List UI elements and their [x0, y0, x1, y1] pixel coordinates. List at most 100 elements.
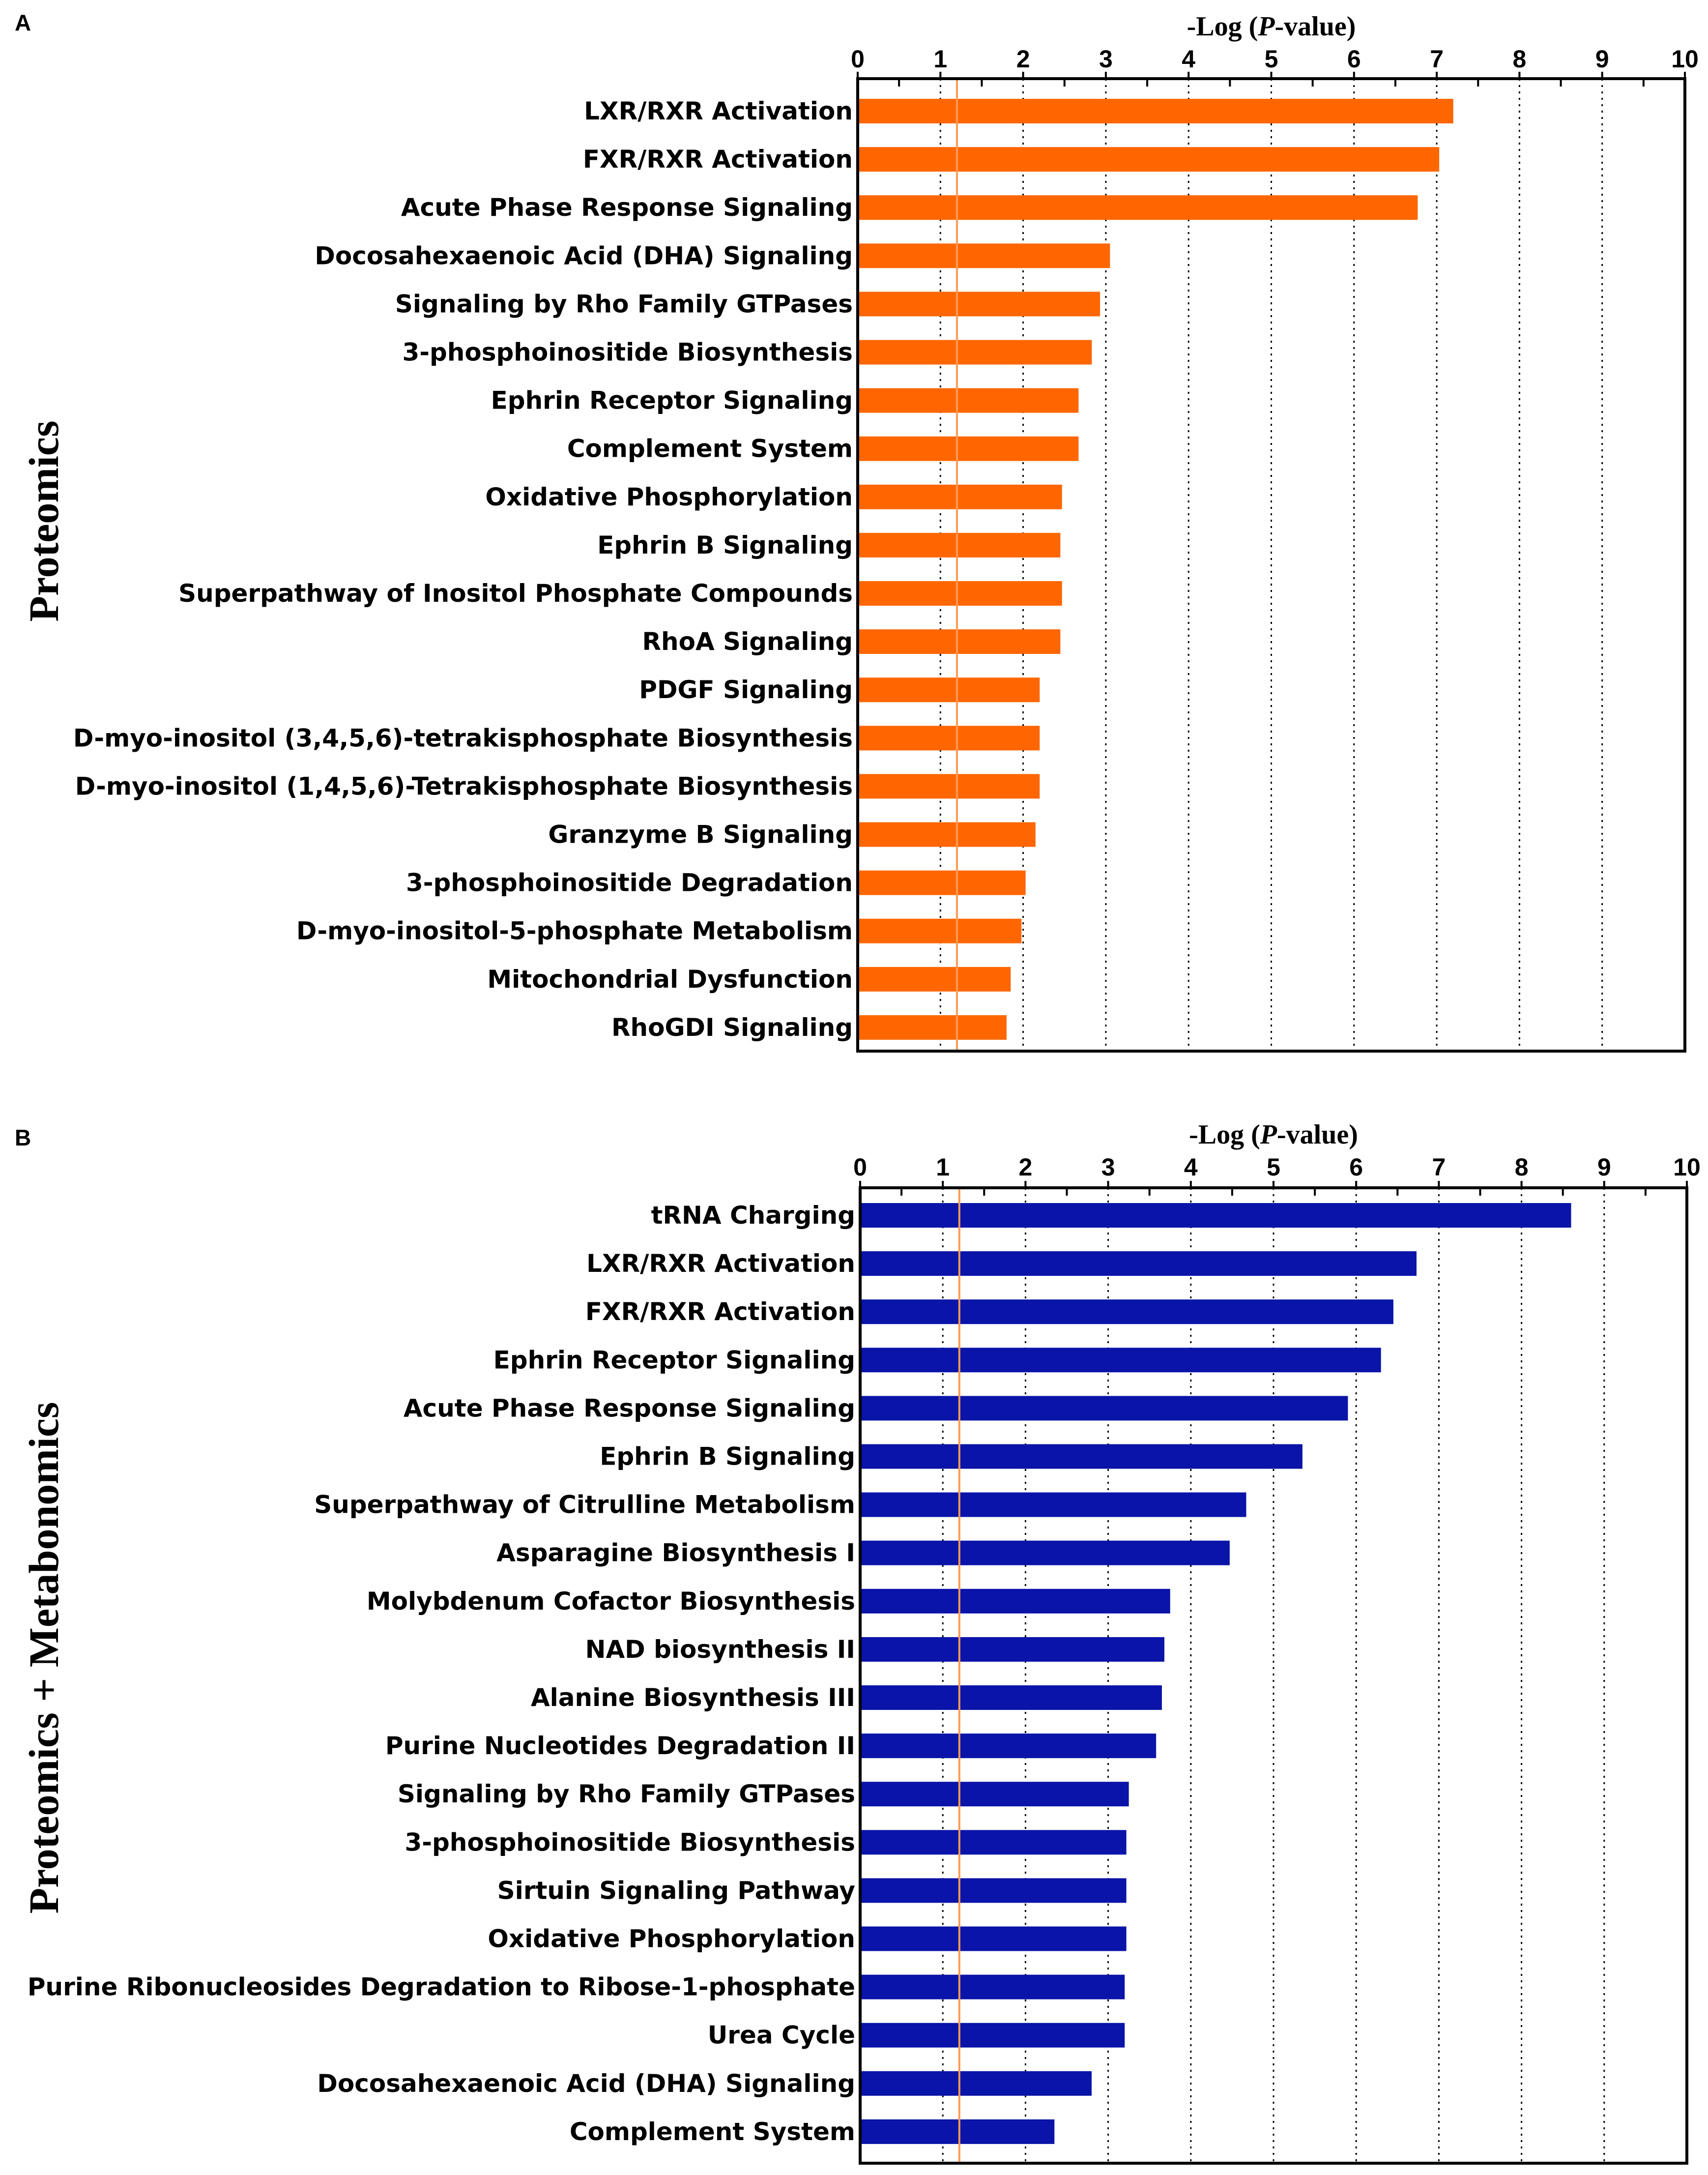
tick-label: 1 [933, 45, 947, 73]
category-label: Molybdenum Cofactor Biosynthesis [367, 1587, 855, 1616]
tick-label: 9 [1595, 45, 1609, 73]
category-label: Ephrin B Signaling [597, 531, 853, 559]
tick-label: 7 [1430, 45, 1444, 73]
panel-b: B Proteomics + Metabonomics -Log (P-value)… [15, 1119, 1701, 2165]
category-label: Asparagine Biosynthesis I [496, 1539, 855, 1567]
category-label: D-myo-inositol (3,4,5,6)-tetrakisphospha… [73, 724, 853, 752]
bar [860, 2023, 1125, 2048]
panel-letter: B [15, 1125, 31, 1150]
bar [860, 1396, 1348, 1421]
bar [860, 1588, 1170, 1614]
category-label: Granzyme B Signaling [548, 821, 853, 849]
category-label: Complement System [567, 435, 853, 463]
bar [860, 1830, 1127, 1855]
category-label: 3-phosphoinositide Degradation [406, 869, 853, 897]
tick-label: 8 [1515, 1153, 1529, 1181]
category-label: tRNA Charging [651, 1201, 855, 1230]
tick-label: 3 [1101, 1153, 1115, 1181]
category-label: LXR/RXR Activation [584, 97, 853, 125]
plot-frame [856, 77, 1686, 1053]
category-label: D-myo-inositol-5-phosphate Metabolism [296, 917, 853, 945]
category-label: LXR/RXR Activation [586, 1249, 855, 1278]
tick-label: 2 [1018, 1153, 1032, 1181]
category-label: FXR/RXR Activation [585, 1297, 855, 1326]
bar [858, 774, 1040, 799]
bar [858, 147, 1440, 172]
tick-label: 6 [1349, 1153, 1363, 1181]
bar [858, 243, 1110, 268]
bar [860, 1203, 1571, 1228]
bar [858, 967, 1011, 992]
tick-label: 7 [1432, 1153, 1446, 1181]
category-label: PDGF Signaling [639, 676, 853, 704]
bar [860, 1637, 1164, 1662]
bar [860, 1878, 1127, 1903]
panel-a: A Proteomics -Log (P-value) 0 1 2 3 4 5 6 7 8 9 10 LXR… [15, 10, 1699, 1053]
axis-title: -Log (P-value) [1187, 11, 1356, 42]
tick-label: 5 [1267, 1153, 1280, 1181]
category-label: Oxidative Phosphorylation [488, 1925, 855, 1953]
category-label: Ephrin Receptor Signaling [493, 1346, 855, 1374]
bar [860, 1444, 1303, 1469]
bar [858, 436, 1079, 461]
tick-label: 3 [1099, 45, 1113, 73]
category-label: Docosahexaenoic Acid (DHA) Signaling [315, 241, 853, 270]
category-label: D-myo-inositol (1,4,5,6)-Tetrakisphospha… [75, 772, 853, 800]
tick-label: 2 [1016, 45, 1030, 73]
category-label: 3-phosphoinositide Biosynthesis [405, 1828, 855, 1856]
category-label: Docosahexaenoic Acid (DHA) Signaling [317, 2069, 855, 2098]
category-label: Oxidative Phosphorylation [485, 483, 853, 511]
bar [860, 1348, 1381, 1373]
category-label: Complement System [570, 2117, 855, 2146]
tick-label: 8 [1512, 45, 1526, 73]
tick-label: 4 [1182, 45, 1195, 73]
tick-label: 9 [1597, 1153, 1611, 1181]
tick-label: 5 [1265, 45, 1278, 73]
bar [860, 1734, 1157, 1759]
bar [858, 1015, 1007, 1040]
category-label: RhoA Signaling [642, 627, 853, 656]
bar [858, 292, 1100, 317]
category-label: Mitochondrial Dysfunction [487, 965, 853, 994]
plot-frame [859, 1186, 1688, 2165]
panel-letter: A [15, 10, 31, 35]
category-label: FXR/RXR Activation [583, 145, 853, 174]
category-label: Ephrin B Signaling [600, 1442, 855, 1471]
bar [860, 1926, 1127, 1951]
side-label: Proteomics + Metabonomics [20, 1402, 67, 1914]
tick-label: 10 [1671, 45, 1699, 73]
category-label: Signaling by Rho Family GTPases [395, 290, 853, 318]
axis-title: -Log (P-value) [1189, 1119, 1358, 1150]
bar [860, 2071, 1092, 2096]
side-label: Proteomics [20, 420, 67, 621]
bar [858, 340, 1092, 365]
bar [858, 677, 1040, 703]
tick-label: 10 [1673, 1153, 1701, 1181]
category-label: 3-phosphoinositide Biosynthesis [402, 338, 853, 367]
bar [858, 99, 1453, 123]
bar [858, 726, 1040, 751]
category-label: Alanine Biosynthesis III [531, 1683, 855, 1712]
bar [858, 629, 1061, 654]
tick-label: 0 [851, 45, 865, 73]
bar [858, 581, 1062, 606]
category-label: Purine Ribonucleosides Degradation to Ri… [28, 1973, 855, 2001]
category-label: Ephrin Receptor Signaling [491, 386, 853, 415]
bar [858, 195, 1418, 220]
bar [858, 388, 1079, 413]
bar [858, 484, 1062, 509]
bar [860, 2119, 1055, 2144]
category-label: Superpathway of Inositol Phosphate Compo… [178, 579, 853, 608]
bar [858, 918, 1022, 943]
bar [860, 1782, 1129, 1807]
bar [858, 532, 1061, 558]
bar [858, 870, 1026, 895]
category-label: Acute Phase Response Signaling [401, 193, 853, 222]
bar [860, 1974, 1125, 1999]
category-label: Signaling by Rho Family GTPases [398, 1780, 855, 1808]
category-label: Superpathway of Citrulline Metabolism [314, 1491, 855, 1519]
tick-label: 6 [1347, 45, 1361, 73]
bar [860, 1251, 1417, 1276]
category-label: RhoGDI Signaling [611, 1013, 853, 1042]
